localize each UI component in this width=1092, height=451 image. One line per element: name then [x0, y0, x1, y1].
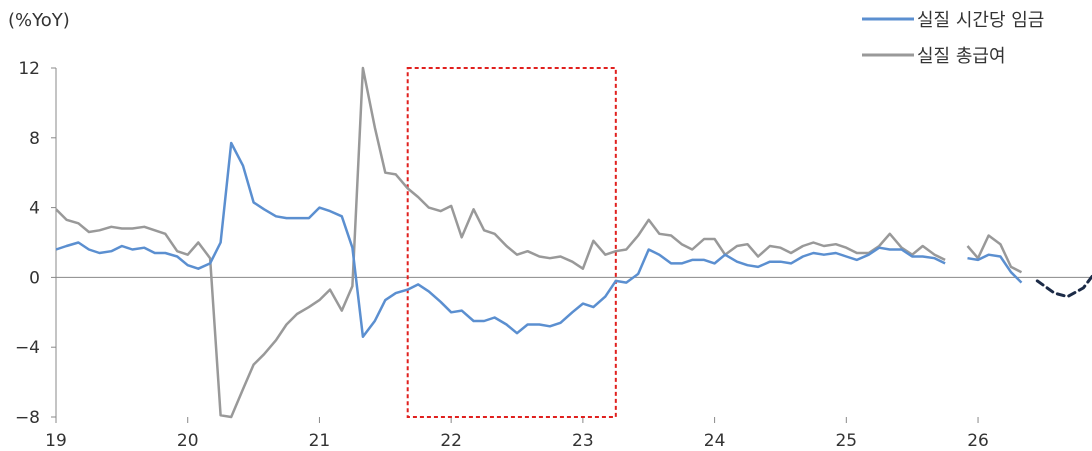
x-tick-label: 24 [704, 431, 726, 451]
unit-label: (%YoY) [8, 10, 70, 31]
x-tick-label: 25 [835, 431, 857, 451]
y-tick-label: −4 [15, 338, 40, 358]
series-lines [55, 66, 1023, 419]
forecast-arrow [1035, 273, 1092, 299]
x-tick-label: 23 [572, 431, 594, 451]
y-tick-label: 0 [29, 268, 40, 288]
series-line-0 [55, 141, 946, 338]
highlight-box [406, 67, 617, 418]
highlight-rect [406, 67, 617, 418]
x-tick-label: 20 [177, 431, 199, 451]
series-line-0 [967, 253, 1023, 284]
series-line-1 [55, 66, 946, 419]
x-tick-label: 19 [45, 431, 67, 451]
y-tick-label: 12 [18, 59, 40, 79]
y-tick-label: 8 [29, 129, 40, 149]
x-tick-label: 22 [440, 431, 462, 451]
legend-label: 실질 시간당 임금 [917, 10, 1044, 31]
axes: 12 8 4 0 −4 −819 20 21 22 23 24 25 26 [15, 59, 1090, 451]
y-tick-label: −8 [15, 408, 40, 428]
x-tick-label: 21 [309, 431, 331, 451]
legend-label: 실질 총급여 [917, 46, 1006, 67]
series-line-1 [966, 234, 1023, 274]
forecast-arrow-line [1035, 273, 1092, 299]
y-tick-label: 4 [29, 199, 40, 219]
x-tick-label: 26 [967, 431, 989, 451]
